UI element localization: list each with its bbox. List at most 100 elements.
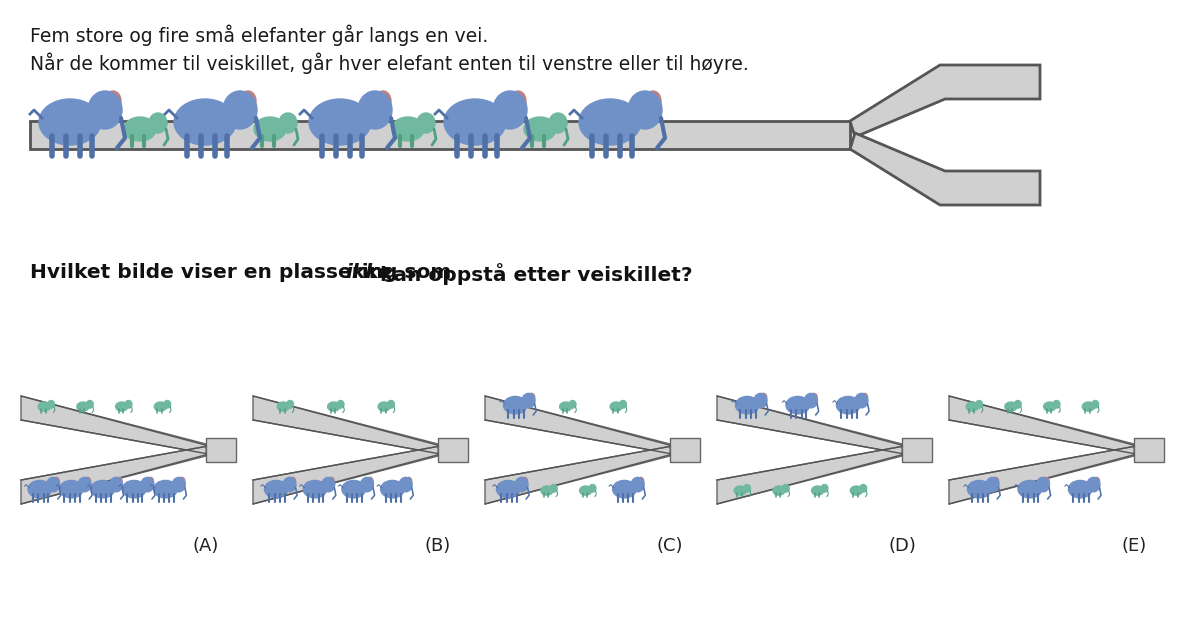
Ellipse shape xyxy=(254,117,286,141)
Ellipse shape xyxy=(862,393,868,401)
Ellipse shape xyxy=(374,91,391,111)
Ellipse shape xyxy=(610,402,623,411)
Ellipse shape xyxy=(550,113,568,133)
Ellipse shape xyxy=(116,478,122,485)
Ellipse shape xyxy=(811,486,823,495)
Ellipse shape xyxy=(637,478,643,485)
Ellipse shape xyxy=(148,478,154,485)
Ellipse shape xyxy=(322,478,335,492)
Polygon shape xyxy=(485,396,670,454)
Text: (C): (C) xyxy=(656,537,683,555)
Ellipse shape xyxy=(287,401,294,408)
Ellipse shape xyxy=(510,91,526,111)
Ellipse shape xyxy=(744,484,750,492)
Ellipse shape xyxy=(646,91,661,111)
Ellipse shape xyxy=(1068,481,1092,498)
Ellipse shape xyxy=(976,401,983,408)
Text: (E): (E) xyxy=(1121,537,1147,555)
Ellipse shape xyxy=(613,481,636,498)
Ellipse shape xyxy=(986,478,1000,492)
Ellipse shape xyxy=(589,484,596,492)
Ellipse shape xyxy=(1054,401,1060,408)
Ellipse shape xyxy=(551,484,557,492)
Ellipse shape xyxy=(28,481,52,498)
Ellipse shape xyxy=(418,113,436,133)
Ellipse shape xyxy=(836,396,860,414)
Polygon shape xyxy=(718,446,902,504)
Ellipse shape xyxy=(109,478,122,492)
Ellipse shape xyxy=(851,486,863,495)
Ellipse shape xyxy=(528,393,535,401)
Ellipse shape xyxy=(140,478,154,492)
Ellipse shape xyxy=(179,478,185,485)
Ellipse shape xyxy=(304,481,326,498)
Ellipse shape xyxy=(569,401,576,408)
Polygon shape xyxy=(253,446,438,504)
Ellipse shape xyxy=(38,99,101,145)
Ellipse shape xyxy=(48,401,54,408)
Polygon shape xyxy=(22,446,206,504)
Polygon shape xyxy=(253,396,438,454)
Ellipse shape xyxy=(782,484,790,492)
Ellipse shape xyxy=(619,401,626,408)
Ellipse shape xyxy=(38,402,50,411)
Ellipse shape xyxy=(342,481,366,498)
Ellipse shape xyxy=(278,113,298,133)
Ellipse shape xyxy=(631,478,644,492)
Ellipse shape xyxy=(406,478,412,485)
Ellipse shape xyxy=(154,481,178,498)
Ellipse shape xyxy=(992,478,998,485)
Ellipse shape xyxy=(115,402,127,411)
Ellipse shape xyxy=(264,481,288,498)
Ellipse shape xyxy=(860,484,866,492)
Ellipse shape xyxy=(628,91,662,129)
Text: Når de kommer til veiskillet, går hver elefant enten til venstre eller til høyre: Når de kommer til veiskillet, går hver e… xyxy=(30,53,749,74)
Ellipse shape xyxy=(91,481,114,498)
Text: kan oppstå etter veiskillet?: kan oppstå etter veiskillet? xyxy=(373,263,692,285)
Ellipse shape xyxy=(289,478,295,485)
Ellipse shape xyxy=(380,481,404,498)
Polygon shape xyxy=(485,446,670,504)
Ellipse shape xyxy=(1014,401,1021,408)
Ellipse shape xyxy=(84,478,91,485)
Ellipse shape xyxy=(773,486,785,495)
Ellipse shape xyxy=(1093,478,1099,485)
Text: Fem store og fire små elefanter går langs en vei.: Fem store og fire små elefanter går lang… xyxy=(30,25,488,46)
Ellipse shape xyxy=(78,478,91,492)
Ellipse shape xyxy=(754,393,767,408)
Ellipse shape xyxy=(966,402,978,411)
Ellipse shape xyxy=(392,117,424,141)
Polygon shape xyxy=(902,438,932,462)
Text: (D): (D) xyxy=(888,537,916,555)
Ellipse shape xyxy=(444,99,506,145)
Ellipse shape xyxy=(522,393,535,408)
Ellipse shape xyxy=(1004,402,1018,411)
Ellipse shape xyxy=(122,481,146,498)
Ellipse shape xyxy=(149,113,167,133)
Polygon shape xyxy=(850,65,1040,137)
Ellipse shape xyxy=(124,117,156,141)
Polygon shape xyxy=(1134,438,1164,462)
Ellipse shape xyxy=(1044,402,1056,411)
Polygon shape xyxy=(949,396,1134,454)
Ellipse shape xyxy=(1087,478,1100,492)
Ellipse shape xyxy=(821,484,828,492)
Ellipse shape xyxy=(88,91,122,129)
Polygon shape xyxy=(438,438,468,462)
Ellipse shape xyxy=(310,99,371,145)
Ellipse shape xyxy=(337,401,344,408)
Ellipse shape xyxy=(497,481,520,498)
Ellipse shape xyxy=(967,481,991,498)
Ellipse shape xyxy=(53,478,59,485)
Ellipse shape xyxy=(734,486,746,495)
Ellipse shape xyxy=(856,393,868,408)
Ellipse shape xyxy=(811,393,817,401)
Ellipse shape xyxy=(559,402,572,411)
Ellipse shape xyxy=(388,401,395,408)
Ellipse shape xyxy=(240,91,256,111)
Ellipse shape xyxy=(358,91,392,129)
Ellipse shape xyxy=(283,478,296,492)
Ellipse shape xyxy=(173,478,185,492)
Polygon shape xyxy=(718,396,902,454)
Ellipse shape xyxy=(580,486,592,495)
